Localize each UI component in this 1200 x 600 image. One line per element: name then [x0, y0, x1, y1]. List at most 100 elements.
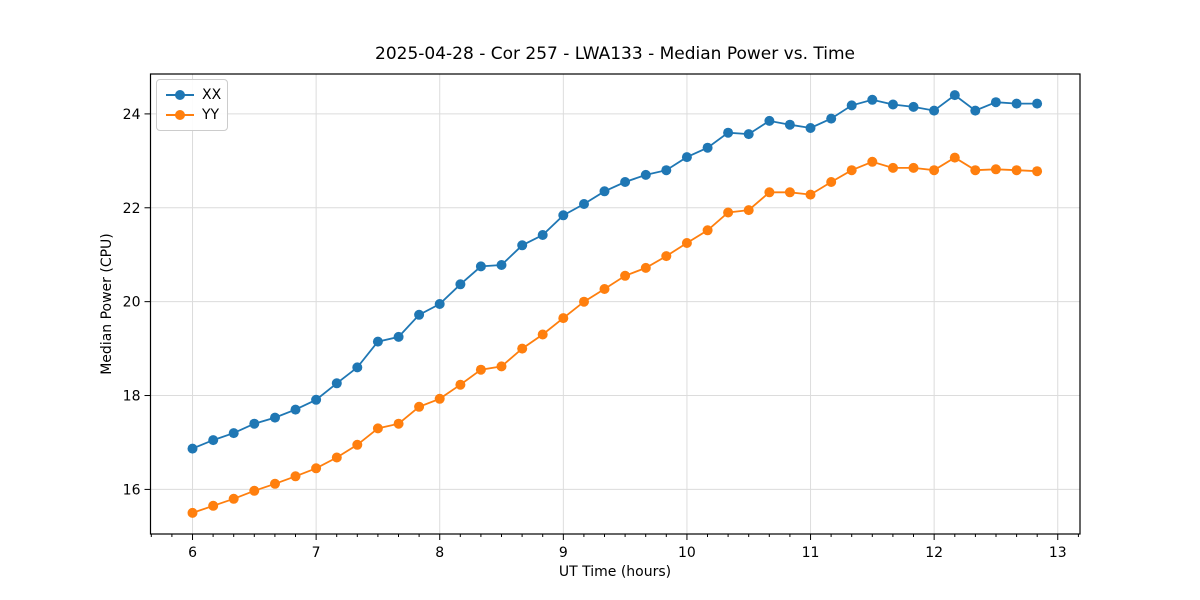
- data-point-xx: [620, 177, 631, 187]
- data-point-yy: [496, 361, 507, 372]
- data-point-xx: [1032, 98, 1043, 109]
- data-point-yy: [805, 189, 816, 200]
- legend-item-yy: YY: [166, 105, 220, 125]
- legend: XX YY: [156, 79, 228, 131]
- data-point-xx: [187, 443, 198, 454]
- data-point-yy: [558, 313, 569, 324]
- legend-swatch-xx-icon: [166, 90, 194, 100]
- data-point-yy: [414, 401, 425, 412]
- data-point-yy: [208, 500, 219, 511]
- data-point-xx: [414, 309, 425, 320]
- svg-text:24: 24: [123, 107, 141, 123]
- series-xx: [187, 90, 1043, 454]
- data-point-xx: [372, 336, 383, 347]
- svg-text:13: 13: [1049, 545, 1067, 561]
- data-point-xx: [558, 210, 569, 221]
- data-point-yy: [579, 296, 589, 307]
- gridlines: [150, 74, 1080, 534]
- svg-text:22: 22: [123, 201, 141, 217]
- svg-text:9: 9: [559, 545, 568, 561]
- y-tick-labels: 16 18 20 22 24: [123, 107, 141, 499]
- legend-label-yy: YY: [202, 107, 220, 123]
- data-point-yy: [702, 225, 713, 236]
- svg-text:6: 6: [188, 545, 197, 561]
- data-point-xx: [208, 435, 219, 446]
- data-point-xx: [826, 113, 837, 124]
- data-point-xx: [352, 362, 363, 373]
- data-point-xx: [970, 105, 981, 116]
- axis-ticks: [144, 113, 1079, 540]
- data-point-xx: [517, 240, 528, 251]
- data-point-xx: [723, 127, 734, 138]
- data-point-xx: [743, 129, 754, 140]
- data-point-xx: [640, 169, 651, 180]
- data-point-xx: [784, 119, 795, 130]
- data-point-yy: [784, 187, 795, 198]
- x-tick-labels: 6 7 8 9 10 11 12 13: [188, 545, 1067, 561]
- data-point-yy: [867, 156, 878, 167]
- data-point-yy: [888, 162, 898, 173]
- data-point-xx: [805, 123, 816, 133]
- data-point-xx: [888, 99, 898, 110]
- data-point-yy: [640, 262, 651, 273]
- data-point-xx: [929, 105, 940, 116]
- data-point-yy: [908, 162, 919, 173]
- data-point-xx: [475, 261, 486, 272]
- data-point-xx: [455, 279, 466, 290]
- data-point-yy: [434, 393, 445, 404]
- svg-text:7: 7: [312, 545, 321, 561]
- data-point-yy: [949, 152, 960, 163]
- data-point-yy: [517, 343, 528, 354]
- data-point-xx: [311, 394, 322, 405]
- data-point-yy: [826, 177, 837, 187]
- data-point-xx: [434, 299, 445, 309]
- data-point-xx: [908, 101, 919, 112]
- data-point-xx: [990, 97, 1001, 108]
- data-point-yy: [929, 165, 940, 176]
- data-point-xx: [681, 152, 692, 163]
- data-point-yy: [290, 471, 301, 482]
- data-point-yy: [352, 439, 363, 450]
- data-point-yy: [764, 187, 775, 198]
- data-point-xx: [1011, 98, 1022, 109]
- data-point-yy: [393, 418, 404, 429]
- svg-text:20: 20: [123, 295, 141, 311]
- svg-text:11: 11: [802, 545, 820, 561]
- legend-label-xx: XX: [202, 87, 222, 103]
- data-point-yy: [990, 164, 1001, 175]
- data-point-yy: [970, 165, 981, 176]
- legend-item-xx: XX: [166, 85, 222, 105]
- data-point-yy: [599, 284, 610, 294]
- data-point-yy: [331, 452, 342, 463]
- data-point-xx: [702, 142, 713, 153]
- data-point-xx: [393, 331, 404, 342]
- data-point-xx: [496, 260, 507, 270]
- legend-swatch-yy-icon: [166, 110, 194, 120]
- data-point-yy: [475, 364, 486, 375]
- data-point-xx: [579, 199, 589, 209]
- data-point-xx: [228, 428, 239, 439]
- data-point-yy: [537, 329, 548, 340]
- svg-text:18: 18: [123, 389, 141, 405]
- svg-text:8: 8: [435, 545, 444, 561]
- data-point-xx: [599, 186, 610, 197]
- data-point-xx: [846, 100, 857, 111]
- svg-text:10: 10: [678, 545, 696, 561]
- data-point-xx: [867, 94, 878, 105]
- plot-border: [149, 73, 1081, 535]
- data-point-xx: [949, 90, 960, 101]
- chart-title: 2025-04-28 - Cor 257 - LWA133 - Median P…: [375, 44, 855, 64]
- data-point-yy: [846, 165, 857, 176]
- data-point-xx: [537, 230, 548, 240]
- svg-text:16: 16: [123, 482, 141, 498]
- data-point-xx: [331, 378, 342, 389]
- data-point-xx: [764, 115, 775, 126]
- data-point-yy: [723, 207, 734, 218]
- data-point-xx: [249, 418, 260, 429]
- data-point-yy: [681, 238, 692, 248]
- series-yy: [187, 152, 1043, 518]
- data-point-yy: [620, 270, 631, 281]
- data-point-yy: [1011, 165, 1022, 176]
